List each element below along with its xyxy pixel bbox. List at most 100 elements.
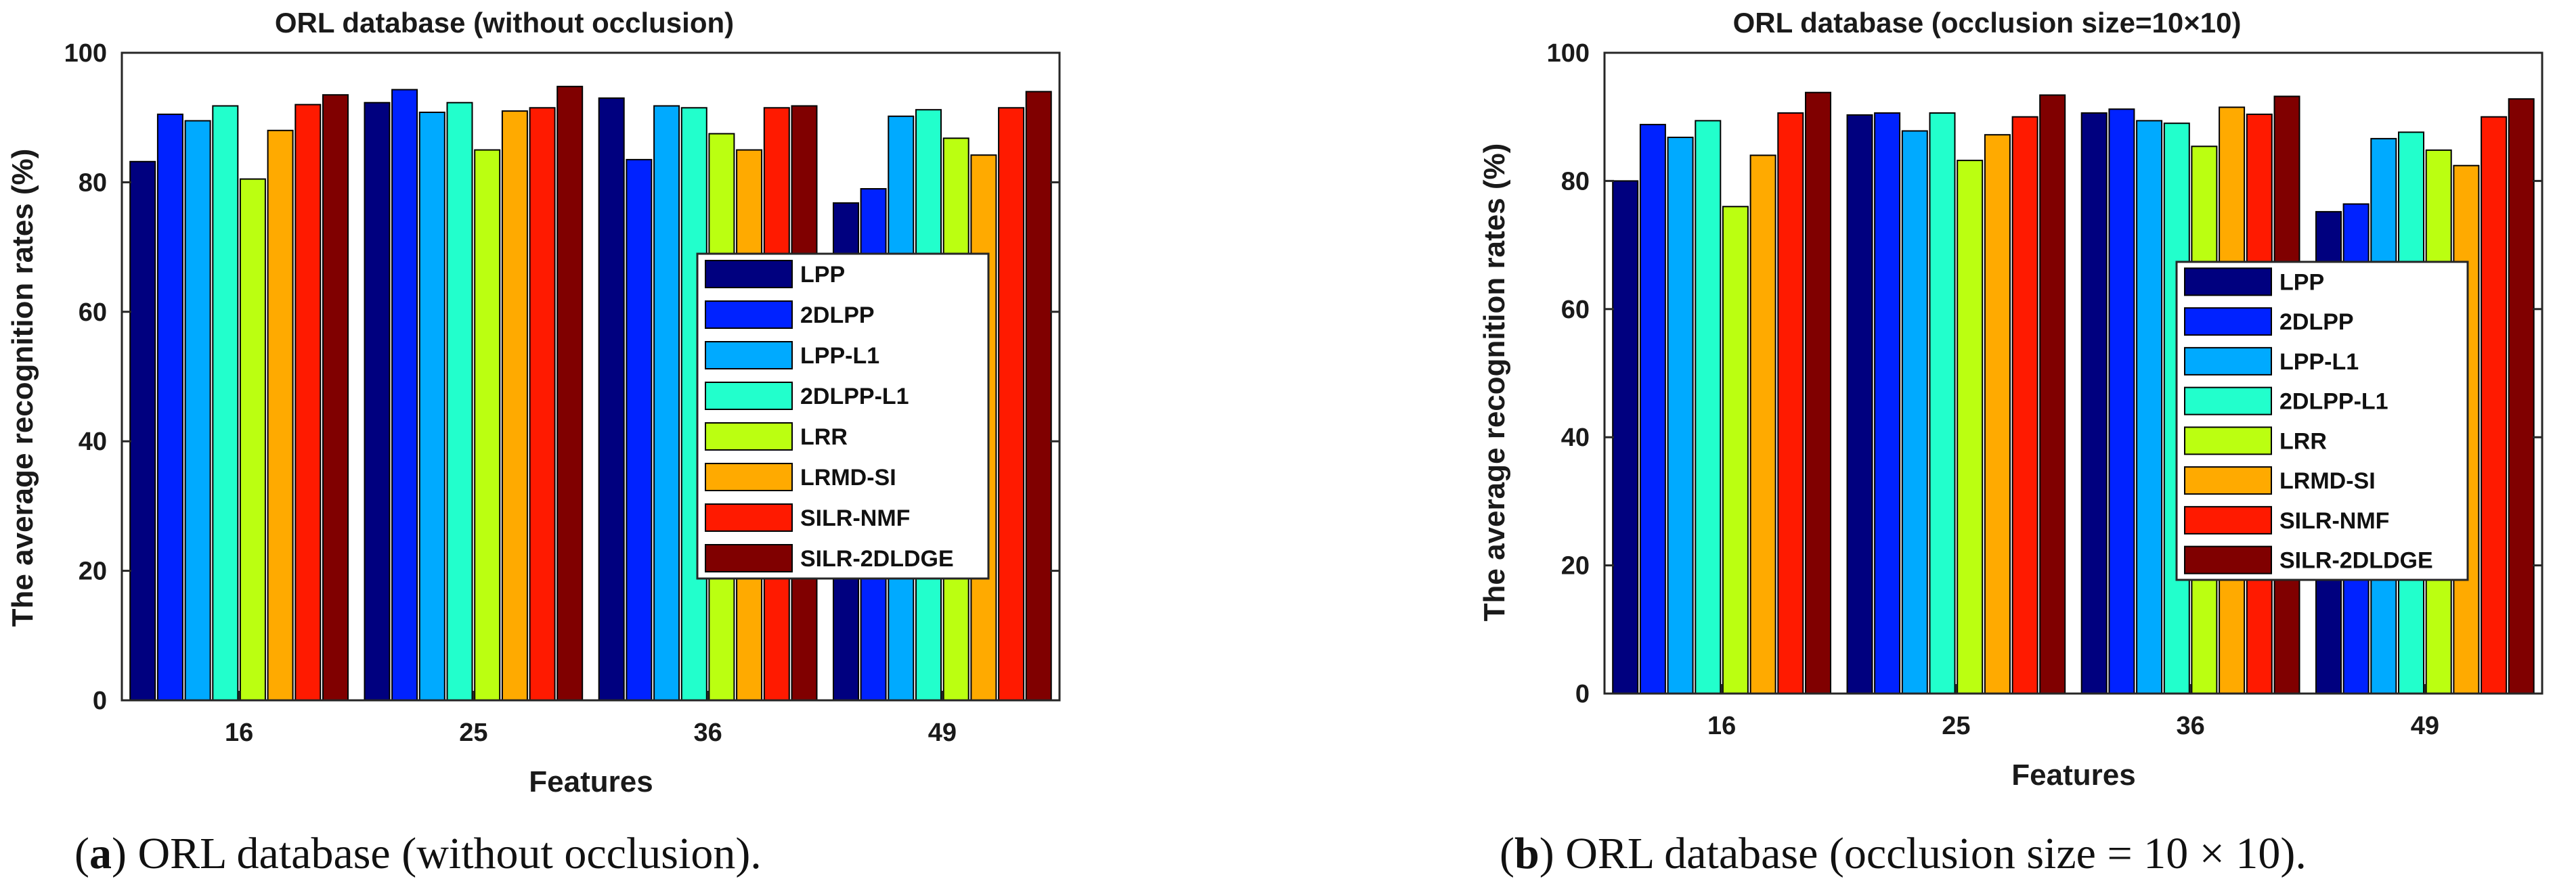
chart-b: ORL database (occlusion size=10×10) 0 20 4…	[1478, 7, 2544, 878]
chart-a-bar-lpp-36	[598, 97, 625, 701]
chart-b-bar-lrr-16	[1722, 206, 1749, 694]
chart-a-title: ORL database (without occlusion)	[275, 7, 734, 39]
chart-b-bar-lpp-l1-36	[2136, 120, 2163, 694]
chart-a-bar-lpp-25	[364, 101, 391, 701]
chart-b-y-tick-label: 20	[1561, 552, 1590, 581]
chart-a-bar-lrr-25	[474, 149, 501, 702]
chart-a-caption: (a) ORL database (without occlusion).	[74, 829, 762, 878]
chart-b-legend-label-silr-2dldge: SILR-2DLDGE	[2279, 548, 2433, 574]
chart-a-y-tick-label: 60	[79, 298, 107, 327]
chart-b-x-tick-label: 25	[1942, 712, 1970, 740]
chart-a-bar-silr-nmf-16	[294, 104, 322, 702]
chart-b-bar-lpp-25	[1846, 114, 1873, 694]
chart-a-legend-label-lpp: LPP	[800, 262, 845, 288]
chart-b-bar-2dlpp-16	[1639, 124, 1666, 695]
chart-a-caption-label: a	[89, 829, 112, 878]
chart-b-bar-2dlpp-36	[2108, 108, 2135, 695]
chart-b-bar-lpp-l1-25	[1901, 130, 1928, 694]
chart-b-legend-swatch-lpp-l1	[2184, 346, 2272, 376]
chart-b-y-axis-label: The average recognition rates (%)	[1478, 143, 1511, 622]
chart-b-bar-silr-2dldge-25	[2039, 94, 2066, 694]
chart-a-bar-silr-2dldge-25	[556, 85, 584, 702]
chart-b-legend-label-lpp-l1: LPP-L1	[2279, 349, 2359, 375]
chart-a-bar-2dlpp-36	[626, 158, 653, 701]
chart-a-y-tick-label: 0	[93, 687, 107, 715]
chart-b-bar-lrmd-si-25	[1984, 134, 2011, 694]
chart-a-x-axis-label: Features	[529, 765, 653, 798]
chart-a-legend-swatch-silr-nmf	[705, 503, 793, 532]
chart-b-axes: 0 20 40 60 80 100 16 25 36 49 LPP 2DLPP LPP-L1 2DLPP-…	[1547, 39, 2544, 740]
chart-b-bar-silr-nmf-25	[2011, 116, 2038, 694]
chart-a-legend: LPP 2DLPP LPP-L1 2DLPP-L1 LRR LRMD-SI SILR-NMF…	[696, 252, 990, 580]
chart-a-legend-swatch-lpp	[705, 260, 793, 288]
chart-a-bar-lpp-l1-16	[184, 120, 211, 701]
chart-b-legend-swatch-2dlpp	[2184, 307, 2272, 336]
chart-a-x-tick-label: 49	[928, 719, 957, 747]
chart-b-bar-lpp-36	[2080, 112, 2108, 694]
chart-b-title: ORL database (occlusion size=10×10)	[1733, 7, 2242, 39]
chart-a-bar-lrmd-si-25	[501, 110, 528, 702]
chart-a-y-tick-label: 40	[79, 428, 107, 456]
chart-b-legend-swatch-silr-2dldge	[2184, 545, 2272, 574]
chart-b-x-tick-label: 49	[2411, 712, 2439, 740]
chart-a-y-axis-label: The average recognition rates (%)	[6, 149, 39, 627]
chart-a-axes-box	[121, 51, 1061, 702]
chart-a-bar-2dlpp-l1-16	[212, 105, 239, 701]
chart-b-bar-silr-2dldge-16	[1805, 91, 1831, 694]
chart-a-x-tick-label: 36	[693, 719, 722, 747]
chart-a-legend-label-lrr: LRR	[800, 424, 848, 450]
chart-a-y-tick-label: 20	[79, 558, 107, 586]
chart-a-legend-label-2dlpp: 2DLPP	[800, 302, 875, 328]
chart-a-legend-label-lrmd-si: LRMD-SI	[800, 465, 896, 491]
chart-a-axes: 0 20 40 60 80 100 16 25 36 49 LPP 2DLPP LPP-L1 2DLPP-…	[64, 39, 1061, 747]
chart-b-legend-swatch-2dlpp-l1	[2184, 386, 2272, 415]
chart-a-y-tick-label: 80	[79, 168, 107, 197]
chart-b-legend-label-silr-nmf: SILR-NMF	[2279, 508, 2389, 534]
chart-a-legend-label-silr-nmf: SILR-NMF	[800, 505, 910, 531]
chart-a-bar-lpp-l1-25	[418, 112, 445, 701]
chart-b-bar-lrmd-si-16	[1749, 154, 1776, 694]
chart-b-legend-swatch-silr-nmf	[2184, 505, 2272, 535]
chart-a-bar-lrr-16	[239, 178, 266, 702]
chart-b-bar-lpp-l1-16	[1667, 137, 1694, 694]
chart-a-x-tick-label: 25	[459, 719, 487, 747]
chart-b-x-tick-label: 16	[1707, 712, 1736, 740]
chart-a-legend-swatch-lrr	[705, 422, 793, 451]
chart-b-caption-text: ORL database (occlusion size = 10 × 10).	[1565, 829, 2307, 878]
chart-b-legend: LPP 2DLPP LPP-L1 2DLPP-L1 LRR LRMD-SI SILR-NMF…	[2175, 261, 2469, 581]
chart-a: ORL database (without occlusion) 0 20 40 60…	[6, 7, 1061, 878]
chart-a-legend-swatch-2dlpp	[705, 300, 793, 329]
chart-a-bar-silr-nmf-25	[529, 107, 556, 702]
chart-a-bar-2dlpp-l1-25	[446, 101, 473, 701]
chart-a-bar-lpp-16	[129, 160, 156, 702]
chart-b-bar-silr-nmf-16	[1777, 112, 1804, 694]
chart-b-bar-silr-2dldge-49	[2508, 98, 2535, 694]
chart-a-caption-text: ORL database (without occlusion).	[137, 829, 761, 878]
chart-b-caption-label: b	[1514, 829, 1540, 878]
chart-b-y-tick-label: 0	[1575, 680, 1590, 708]
chart-b-legend-label-2dlpp: 2DLPP	[2279, 309, 2354, 335]
chart-b-bar-lpp-16	[1612, 180, 1639, 694]
chart-b-bar-2dlpp-l1-25	[1929, 112, 1956, 694]
chart-b-legend-swatch-lrmd-si	[2184, 466, 2272, 495]
chart-b-legend-swatch-lpp	[2184, 267, 2272, 296]
chart-a-bar-silr-2dldge-16	[322, 94, 349, 701]
chart-a-legend-label-lpp-l1: LPP-L1	[800, 343, 879, 369]
chart-a-legend-swatch-2dlpp-l1	[705, 382, 793, 410]
chart-a-legend-swatch-lpp-l1	[705, 341, 793, 369]
chart-a-bar-2dlpp-16	[156, 113, 183, 701]
chart-b-x-tick-label: 36	[2176, 712, 2204, 740]
chart-b-bar-silr-nmf-49	[2481, 116, 2508, 694]
chart-b-legend-swatch-lrr	[2184, 426, 2272, 455]
chart-b-y-tick-label: 100	[1547, 39, 1590, 68]
chart-b-legend-label-lrr: LRR	[2279, 428, 2327, 454]
chart-a-bar-silr-2dldge-49	[1025, 91, 1052, 701]
chart-a-bar-lrmd-si-16	[267, 129, 294, 702]
chart-b-legend-label-2dlpp-l1: 2DLPP-L1	[2279, 389, 2388, 415]
chart-b-bar-2dlpp-l1-16	[1695, 120, 1722, 694]
chart-b-y-tick-label: 80	[1561, 167, 1590, 196]
chart-a-bar-2dlpp-25	[391, 89, 418, 701]
chart-a-legend-label-2dlpp-l1: 2DLPP-L1	[800, 384, 909, 409]
chart-b-y-tick-label: 40	[1561, 424, 1590, 452]
